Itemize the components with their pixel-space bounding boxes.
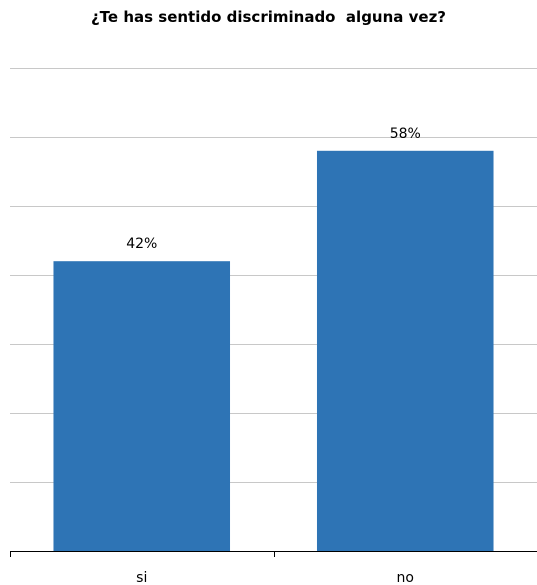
bar-si [53, 261, 231, 551]
chart-title: ¿Te has sentido discriminado alguna vez? [90, 8, 447, 26]
bar-no [316, 150, 494, 552]
x-axis [10, 551, 537, 557]
x-tick-label-no: no [397, 570, 414, 585]
data-label-no: 58% [390, 126, 421, 142]
labels: 42% si 58% no [126, 126, 421, 585]
x-tick-label-si: si [136, 570, 147, 585]
data-label-si: 42% [126, 236, 157, 252]
bars [53, 150, 494, 552]
